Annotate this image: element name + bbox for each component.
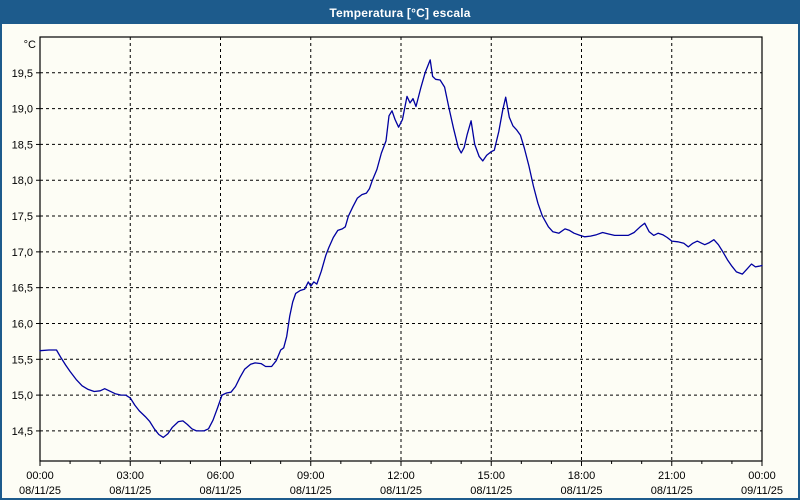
plot-frame (39, 36, 763, 462)
x-tick-time: 12:00 (387, 470, 415, 482)
y-tick-label: 15,0 (12, 390, 33, 402)
y-tick-label: 19,5 (12, 68, 33, 80)
chart-title: Temperatura [°C] escala (329, 6, 471, 20)
x-tick-date: 08/11/25 (290, 485, 332, 497)
x-tick-date: 08/11/25 (380, 485, 422, 497)
x-tick-date: 08/11/25 (560, 485, 602, 497)
x-tick-date: 08/11/25 (19, 485, 61, 497)
x-tick-date: 08/11/25 (199, 485, 241, 497)
y-tick-label: 19,0 (12, 104, 33, 116)
y-tick-label: 17,0 (12, 247, 33, 259)
y-tick-label: 14,5 (12, 426, 33, 438)
x-tick-time: 00:00 (26, 470, 54, 482)
x-tick-date: 09/11/25 (741, 485, 783, 497)
chart-area: 19,5 19,0 18,5 18,0 17,5 17,0 16,5 16,0 15,5 15,0… (2, 24, 798, 498)
x-tick-date: 08/11/25 (109, 485, 151, 497)
x-tick-time: 21:00 (658, 470, 686, 482)
x-tick-date: 08/11/25 (651, 485, 693, 497)
x-tick-time: 18:00 (568, 470, 596, 482)
x-tick-time: 00:00 (748, 470, 776, 482)
x-tick-time: 03:00 (116, 470, 144, 482)
y-tick-label: 17,5 (12, 211, 33, 223)
x-tick-time: 09:00 (297, 470, 325, 482)
title-bar: Temperatura [°C] escala (2, 2, 798, 24)
x-tick-date: 08/11/25 (470, 485, 512, 497)
y-tick-label: 15,5 (12, 354, 33, 366)
y-axis-unit-label: °C (24, 39, 36, 51)
y-tick-label: 18,0 (12, 175, 33, 187)
series-line (39, 59, 763, 439)
y-tick-label: 18,5 (12, 139, 33, 151)
y-tick-label: 16,0 (12, 318, 33, 330)
x-tick-time: 06:00 (207, 470, 235, 482)
x-tick-time: 15:00 (477, 470, 505, 482)
temperature-chart: 19,5 19,0 18,5 18,0 17,5 17,0 16,5 16,0 15,5 15,0… (12, 36, 783, 497)
y-tick-label: 16,5 (12, 283, 33, 295)
